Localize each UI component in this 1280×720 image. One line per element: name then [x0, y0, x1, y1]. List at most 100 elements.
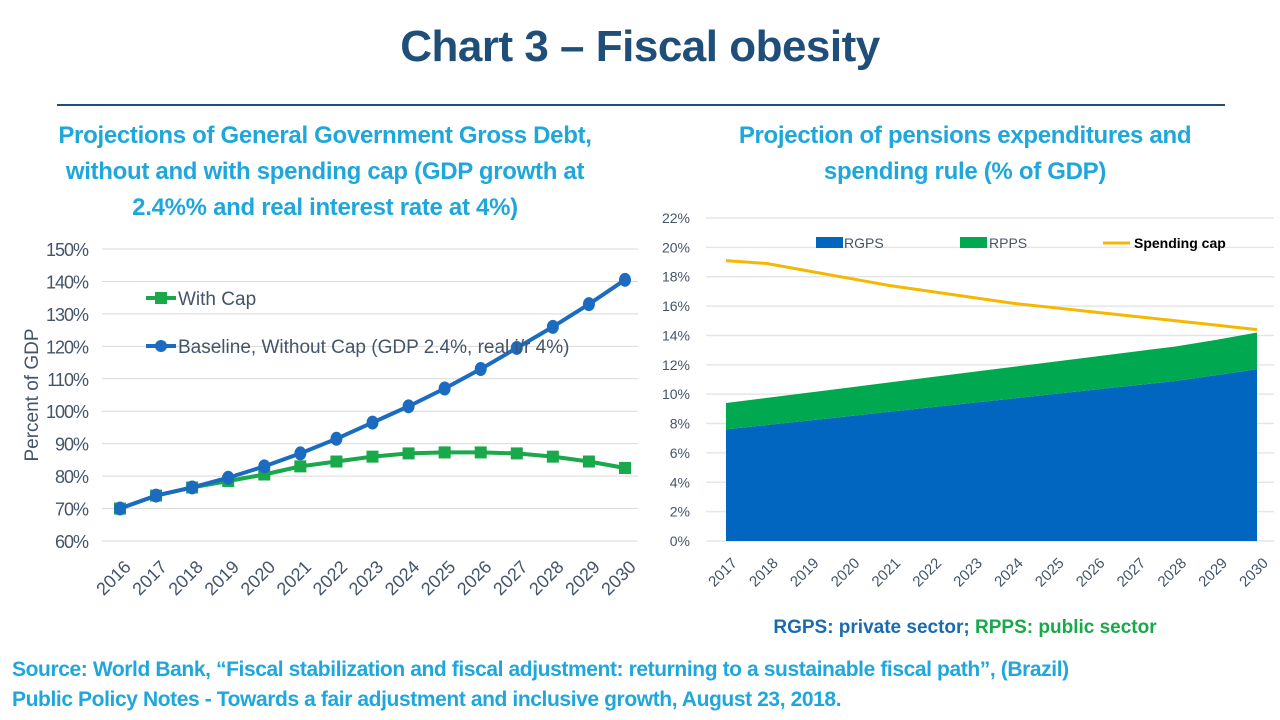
legend-marker-with-cap	[155, 292, 167, 304]
x-tick-label: 2019	[787, 555, 823, 591]
data-point-baseline	[294, 446, 307, 461]
x-tick-label: 2029	[561, 557, 603, 599]
data-point-baseline	[619, 272, 631, 287]
data-point-baseline	[474, 362, 487, 377]
x-tick-label: 2028	[1155, 555, 1191, 591]
y-tick-label: 18%	[662, 269, 690, 285]
x-tick-label: 2023	[950, 555, 986, 591]
data-point-baseline	[510, 340, 523, 355]
data-point-with-cap	[438, 446, 451, 459]
legend-label-rgps: RGPS	[844, 235, 884, 251]
x-tick-label: 2030	[597, 557, 639, 599]
left-subtitle-line: 2.4%% and real interest rate at 4%)	[132, 194, 518, 221]
x-tick-label: 2023	[345, 557, 387, 599]
y-tick-label: 0%	[670, 533, 690, 549]
legend-label-baseline: Baseline, Without Cap (GDP 2.4%, real i/…	[178, 337, 569, 358]
y-axis-label: Percent of GDP	[22, 328, 43, 461]
y-tick-label: 14%	[662, 327, 690, 343]
x-tick-label: 2020	[237, 557, 279, 599]
x-tick-label: 2029	[1195, 555, 1231, 591]
data-point-baseline	[222, 470, 235, 485]
data-point-with-cap	[330, 455, 343, 468]
y-tick-labels: 0% 2% 4% 6% 8% 10% 12% 14% 16% 18% 20% 22%	[662, 210, 690, 549]
legend-swatch-rpps	[960, 237, 987, 248]
right-subtitle-line: Projection of pensions expenditures and	[738, 122, 1192, 149]
source-citation: Source: World Bank, “Fiscal stabilizatio…	[12, 655, 1272, 715]
right-chart-subtitle: Projection of pensions expenditures and …	[700, 118, 1230, 190]
x-tick-label: 2021	[869, 555, 905, 591]
area-rpps	[726, 332, 1257, 430]
rgps-definition: RGPS: private sector;	[773, 617, 970, 638]
x-tick-label: 2020	[828, 555, 864, 591]
data-point-baseline	[186, 480, 199, 495]
x-tick-label: 2025	[417, 557, 459, 599]
data-point-with-cap	[402, 447, 415, 460]
x-tick-label: 2027	[489, 557, 531, 599]
x-tick-label: 2024	[381, 557, 423, 599]
x-tick-label: 2019	[201, 557, 243, 599]
source-line: Public Policy Notes - Towards a fair adj…	[12, 688, 842, 711]
data-point-baseline	[150, 488, 163, 503]
data-point-baseline	[402, 399, 415, 414]
x-tick-label: 2028	[525, 557, 567, 599]
x-tick-labels: 2016201720182019202020212022202320242025…	[92, 557, 639, 599]
x-tick-label: 2025	[1032, 555, 1068, 591]
y-tick-label: 16%	[662, 298, 690, 314]
slide-title: Chart 3 – Fiscal obesity	[400, 22, 880, 71]
area-rgps	[726, 369, 1257, 541]
data-point-with-cap	[474, 446, 487, 459]
line-series	[725, 259, 1258, 332]
data-point-baseline	[366, 415, 379, 430]
y-tick-label: 130%	[46, 305, 89, 325]
y-tick-label: 2%	[670, 504, 690, 520]
y-tick-label: 22%	[662, 210, 690, 226]
x-tick-label: 2030	[1236, 555, 1272, 591]
y-tick-labels: 60% 70% 80% 90% 100% 110% 120% 130% 140% 150%	[46, 240, 90, 552]
y-tick-label: 140%	[46, 272, 89, 292]
x-tick-label: 2018	[746, 555, 782, 591]
x-tick-label: 2026	[453, 557, 495, 599]
legend-swatch-rgps	[816, 237, 843, 248]
y-tick-label: 110%	[47, 370, 89, 390]
legend-label-spending-cap: Spending cap	[1134, 235, 1226, 251]
y-tick-label: 100%	[46, 402, 89, 422]
y-tick-label: 60%	[55, 532, 89, 552]
y-tick-label: 70%	[55, 500, 89, 520]
y-tick-label: 80%	[55, 467, 89, 487]
data-point-baseline	[438, 381, 451, 396]
x-tick-label: 2022	[309, 557, 351, 599]
data-point-with-cap	[366, 450, 379, 463]
grid-lines	[102, 248, 638, 542]
left-subtitle-line: without and with spending cap (GDP growt…	[65, 158, 585, 185]
rpps-definition: RPPS: public sector	[975, 617, 1157, 638]
spending-cap-line	[725, 259, 1258, 332]
data-point-baseline	[546, 319, 559, 334]
data-point-baseline	[114, 501, 126, 516]
data-point-with-cap	[546, 450, 559, 463]
data-point-with-cap	[582, 455, 595, 468]
legend: RGPS RPPS Spending cap	[816, 235, 1226, 251]
y-tick-label: 20%	[662, 239, 690, 255]
y-tick-label: 120%	[46, 337, 89, 357]
legend-label-rpps: RPPS	[989, 235, 1027, 251]
x-tick-label: 2016	[92, 557, 134, 599]
series-definition-note: RGPS: private sector; RPPS: public secto…	[700, 617, 1230, 639]
legend-marker-baseline	[155, 340, 167, 352]
x-tick-label: 2021	[273, 557, 315, 599]
data-point-baseline	[330, 431, 343, 446]
source-line: Source: World Bank, “Fiscal stabilizatio…	[12, 658, 1069, 681]
data-point-baseline	[258, 459, 271, 474]
x-tick-label: 2024	[991, 555, 1027, 591]
title-divider	[57, 104, 1225, 106]
x-tick-label: 2022	[909, 555, 945, 591]
data-point-with-cap	[619, 462, 631, 474]
data-point-with-cap	[510, 447, 523, 460]
data-point-baseline	[582, 297, 595, 312]
legend: With Cap Baseline, Without Cap (GDP 2.4%,…	[146, 289, 569, 358]
area-series	[726, 332, 1257, 541]
y-tick-label: 4%	[670, 474, 690, 490]
x-tick-label: 2017	[705, 555, 741, 591]
x-tick-label: 2017	[128, 557, 170, 599]
legend-label-with-cap: With Cap	[178, 289, 256, 310]
y-tick-label: 10%	[662, 386, 690, 402]
